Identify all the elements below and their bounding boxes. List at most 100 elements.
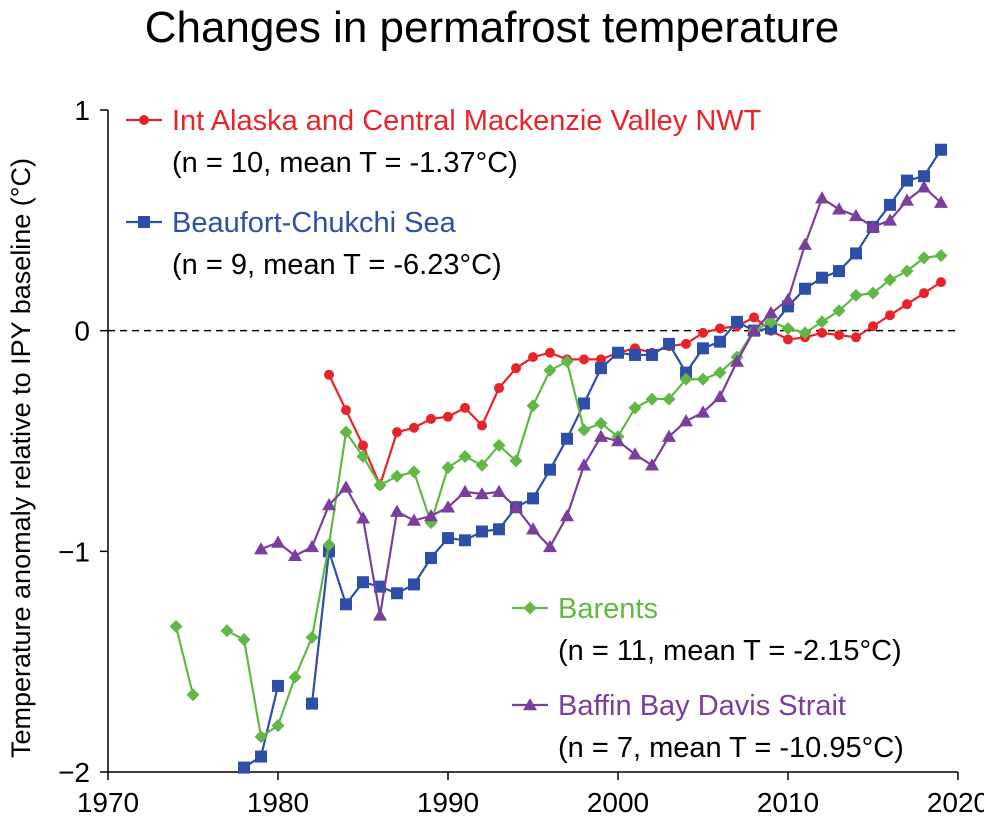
legend-stats: (n = 9, mean T = -6.23°C) [172,249,502,281]
legend: Int Alaska and Central Mackenzie Valley … [126,105,904,764]
plot-area: −2 −1 0 1 1970 1980 1990 2000 2010 2020 [58,95,984,818]
legend-marker [523,601,537,615]
data-point [799,282,811,295]
data-point [783,334,793,345]
data-point [697,342,709,355]
data-point [407,513,421,526]
data-point [254,730,268,744]
data-point [579,354,589,365]
data-point [714,335,726,348]
data-point [511,363,521,374]
data-point [528,352,538,363]
data-point [443,411,453,422]
data-point [919,288,929,299]
data-point [272,679,284,692]
data-point [390,504,404,517]
legend-marker [138,216,150,228]
legend-entry: Barents (n = 11, mean T = -2.15°C) [512,593,902,667]
data-point [595,362,607,375]
data-point [815,315,829,329]
legend-stats: (n = 7, mean T = -10.95°C) [558,732,904,764]
data-point [545,347,555,358]
data-point [645,458,659,471]
data-point [424,509,438,522]
data-point [560,509,574,522]
data-point [731,315,743,328]
data-point [917,180,931,193]
data-point [612,346,624,359]
data-point [341,405,351,416]
data-point [663,337,675,350]
data-point [696,405,710,418]
data-point [560,355,574,369]
x-tick-label: 2010 [757,787,819,818]
data-point [493,523,505,536]
series-line [174,626,195,696]
data-point [255,750,267,763]
data-point [357,576,369,589]
data-point [645,392,659,406]
legend-marker [139,115,149,125]
legend-stats: (n = 11, mean T = -2.15°C) [558,635,902,667]
data-point [288,670,302,684]
data-point [458,484,472,498]
data-point [237,633,251,647]
data-point [358,440,368,451]
data-point [373,608,387,621]
data-point [409,422,419,433]
data-point [494,383,504,394]
legend-stats: (n = 10, mean T = -1.37°C) [172,147,518,179]
data-point [815,191,829,204]
data-point [596,354,606,365]
data-point [917,251,931,265]
x-tick-label: 1990 [417,787,479,818]
series-diamond [169,249,948,744]
data-point [781,321,795,335]
data-point [476,525,488,538]
data-point [441,500,455,513]
data-point [749,312,759,323]
data-point [374,580,386,593]
data-point [271,719,285,733]
data-point [934,249,948,263]
legend-entry: Baffin Bay Davis Strait (n = 7, mean T = … [512,690,904,764]
data-point [492,438,506,452]
y-tick-label: −1 [58,536,90,567]
data-point [441,460,455,474]
data-point [629,348,641,361]
data-point [832,202,846,215]
data-point [220,624,234,638]
x-tick-label: 1980 [247,787,309,818]
data-point [868,321,878,332]
data-point [611,434,625,447]
data-point [885,310,895,321]
data-point [698,327,708,338]
data-point [426,413,436,424]
series-square [238,143,947,774]
x-tick-label: 1970 [77,787,139,818]
data-point [935,143,947,156]
data-point [681,338,691,349]
y-tick-label: 0 [74,316,90,347]
data-point [238,761,250,774]
data-point [509,500,523,513]
data-point [883,273,897,287]
data-point [900,193,914,206]
data-point [561,432,573,445]
legend-label: Barents [558,593,658,625]
data-point [254,542,268,555]
data-point [934,195,948,208]
data-point [715,323,725,334]
data-point [356,449,370,463]
data-point [851,332,861,343]
data-point [509,454,523,468]
data-point [407,465,421,479]
data-point [901,174,913,187]
x-tick-label: 2020 [927,787,984,818]
series-triangle [254,180,948,621]
legend-entry: Beaufort-Chukchi Sea (n = 9, mean T = -6.… [126,207,502,281]
data-point [628,447,642,460]
data-point [391,587,403,600]
data-point [458,449,472,463]
data-point [186,688,200,702]
